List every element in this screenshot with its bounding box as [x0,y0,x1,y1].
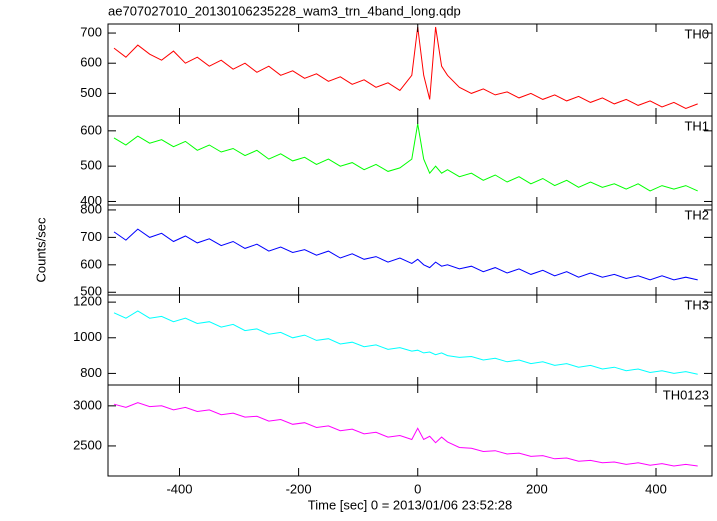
x-tick-label: 400 [645,481,667,496]
data-line [113,402,698,467]
y-tick-label: 800 [80,365,102,380]
series-label: TH0123 [663,387,709,402]
y-tick-label: 600 [80,256,102,271]
y-tick-label: 700 [80,229,102,244]
y-tick-label: 3000 [73,397,102,412]
series-label: TH0 [684,26,709,41]
y-tick-label: 700 [80,24,102,39]
panel-frame [107,204,713,296]
x-tick-label: 0 [414,481,421,496]
data-line [113,228,698,281]
y-tick-label: 2500 [73,437,102,452]
x-tick-label: -400 [166,481,192,496]
series-label: TH1 [684,118,709,133]
y-axis-label: Counts/sec [33,217,48,283]
data-line [113,26,698,110]
y-tick-label: 500 [80,158,102,173]
panel-frame [107,294,713,386]
y-tick-label: 1200 [73,294,102,309]
chart-title: ae707027010_20130106235228_wam3_trn_4ban… [108,3,461,18]
y-tick-label: 1000 [73,329,102,344]
series-label: TH3 [684,297,709,312]
x-tick-label: 200 [526,481,548,496]
x-axis-label: Time [sec] 0 = 2013/01/06 23:52:28 [308,497,512,512]
y-tick-label: 800 [80,201,102,216]
data-line [113,310,698,375]
x-tick-label: -200 [286,481,312,496]
series-label: TH2 [684,207,709,222]
panel-frame [107,384,713,477]
y-tick-label: 600 [80,122,102,137]
data-line [113,123,698,192]
panel-frame [107,23,713,117]
y-tick-label: 500 [80,284,102,299]
y-tick-label: 400 [80,193,102,208]
y-tick-label: 600 [80,55,102,70]
y-tick-label: 500 [80,85,102,100]
